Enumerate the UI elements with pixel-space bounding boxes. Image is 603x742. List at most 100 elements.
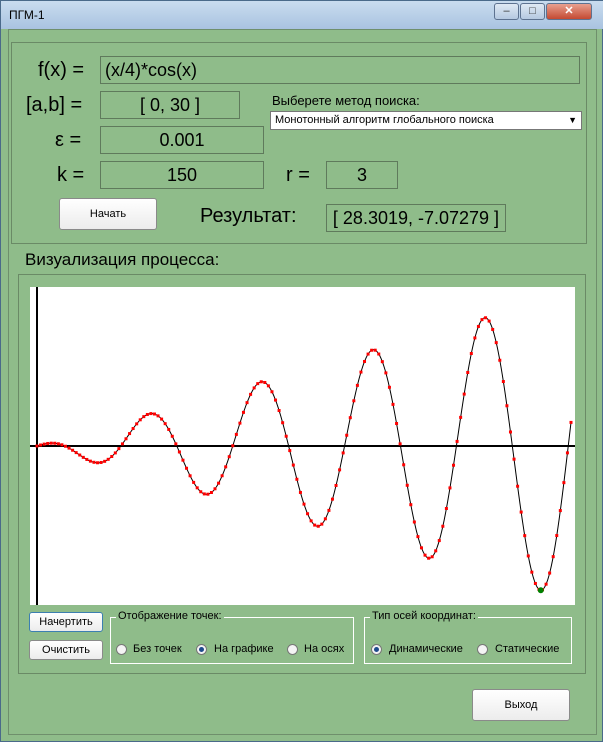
sample-point bbox=[548, 571, 552, 575]
sample-point bbox=[298, 490, 302, 494]
sample-point bbox=[334, 483, 338, 487]
sample-point bbox=[484, 316, 488, 320]
sample-point bbox=[544, 582, 548, 586]
sample-point bbox=[473, 336, 477, 340]
sample-point bbox=[231, 444, 235, 448]
title-bar[interactable]: ПГМ-1 – □ ✕ bbox=[1, 1, 603, 29]
sample-point bbox=[427, 556, 431, 560]
sample-point bbox=[81, 455, 85, 459]
sample-point bbox=[160, 417, 164, 421]
sample-point bbox=[263, 380, 267, 384]
sample-point bbox=[398, 442, 402, 446]
sample-point bbox=[259, 380, 263, 384]
sample-point bbox=[213, 487, 217, 491]
radio-dynamic[interactable] bbox=[371, 644, 382, 655]
sample-point bbox=[174, 442, 178, 446]
sample-point bbox=[366, 352, 370, 356]
sample-point bbox=[249, 392, 253, 396]
sample-point bbox=[523, 534, 527, 538]
sample-point bbox=[462, 392, 466, 396]
points-group-label: Отображение точек: bbox=[116, 610, 224, 622]
sample-point bbox=[519, 510, 523, 514]
sample-point bbox=[88, 459, 92, 463]
sample-point bbox=[480, 318, 484, 322]
sample-point bbox=[444, 507, 448, 510]
sample-point bbox=[516, 484, 520, 488]
draw-button[interactable]: Начертить bbox=[29, 612, 103, 632]
sample-point bbox=[466, 370, 470, 374]
sample-point bbox=[476, 324, 480, 328]
sample-point bbox=[110, 455, 114, 458]
sample-point bbox=[60, 443, 64, 447]
start-button[interactable]: Начать bbox=[59, 198, 157, 230]
sample-point bbox=[224, 465, 228, 469]
function-input[interactable]: (x/4)*cos(x) bbox=[100, 56, 580, 84]
sample-point bbox=[323, 517, 327, 521]
sample-point bbox=[241, 410, 245, 414]
sample-point bbox=[195, 486, 199, 490]
k-input[interactable]: 150 bbox=[100, 161, 264, 189]
maximize-button[interactable]: □ bbox=[520, 3, 545, 20]
chevron-down-icon: ▼ bbox=[568, 115, 577, 125]
sample-point bbox=[113, 451, 117, 455]
sample-point bbox=[78, 453, 82, 457]
sample-point bbox=[142, 415, 146, 419]
sample-point bbox=[391, 402, 395, 406]
sample-point bbox=[74, 451, 78, 455]
sample-point bbox=[405, 483, 409, 487]
epsilon-input[interactable]: 0.001 bbox=[100, 126, 264, 154]
sample-point bbox=[530, 570, 534, 574]
sample-point bbox=[256, 382, 260, 386]
sample-point bbox=[238, 421, 242, 425]
sample-point bbox=[338, 468, 342, 472]
sample-point bbox=[170, 434, 174, 438]
sample-point bbox=[302, 502, 306, 506]
radio-dynamic-label: Динамические bbox=[389, 643, 463, 655]
sample-point bbox=[452, 463, 456, 467]
sample-point bbox=[156, 414, 160, 418]
r-input[interactable]: 3 bbox=[326, 161, 398, 189]
sample-point bbox=[35, 444, 39, 448]
sample-point bbox=[177, 450, 181, 454]
radio-on-graph[interactable] bbox=[196, 644, 207, 655]
axes-group-label: Тип осей координат: bbox=[370, 610, 478, 622]
sample-point bbox=[295, 477, 299, 481]
radio-static[interactable] bbox=[477, 644, 488, 655]
axes-group: Тип осей координат: Динамические Статиче… bbox=[364, 610, 572, 664]
sample-point bbox=[565, 451, 569, 455]
sample-point bbox=[199, 490, 203, 494]
radio-on-axes[interactable] bbox=[287, 644, 298, 655]
sample-point bbox=[46, 441, 50, 445]
interval-input[interactable]: [ 0, 30 ] bbox=[100, 91, 240, 119]
sample-point bbox=[498, 358, 502, 362]
sample-point bbox=[501, 380, 505, 384]
sample-point bbox=[423, 553, 427, 557]
ab-label: [a,b] = bbox=[26, 94, 83, 116]
sample-point bbox=[551, 555, 555, 559]
minimize-button[interactable]: – bbox=[494, 3, 519, 20]
sample-point bbox=[145, 412, 149, 416]
sample-point bbox=[124, 437, 128, 441]
radio-no-points[interactable] bbox=[116, 644, 127, 655]
sample-point bbox=[526, 554, 530, 558]
sample-point bbox=[412, 520, 416, 524]
sample-point bbox=[185, 466, 189, 470]
radio-static-label: Статические bbox=[495, 643, 560, 655]
params-group: f(x) = (x/4)*cos(x) [a,b] = [ 0, 30 ] ε … bbox=[11, 42, 587, 244]
clear-button[interactable]: Очистить bbox=[29, 640, 103, 660]
sample-point bbox=[355, 383, 359, 387]
sample-point bbox=[469, 352, 473, 355]
sample-point bbox=[96, 461, 100, 465]
sample-point bbox=[67, 446, 71, 450]
sample-point bbox=[281, 421, 285, 425]
sample-point bbox=[131, 427, 135, 431]
sample-point bbox=[555, 534, 559, 538]
sample-point bbox=[377, 352, 381, 356]
close-button[interactable]: ✕ bbox=[546, 3, 592, 20]
sample-point bbox=[370, 348, 374, 352]
sample-point bbox=[53, 441, 57, 445]
method-select[interactable]: Монотонный алгоритм глобального поиска ▼ bbox=[270, 111, 582, 130]
sample-point bbox=[569, 420, 573, 424]
exit-button[interactable]: Выход bbox=[472, 689, 570, 721]
